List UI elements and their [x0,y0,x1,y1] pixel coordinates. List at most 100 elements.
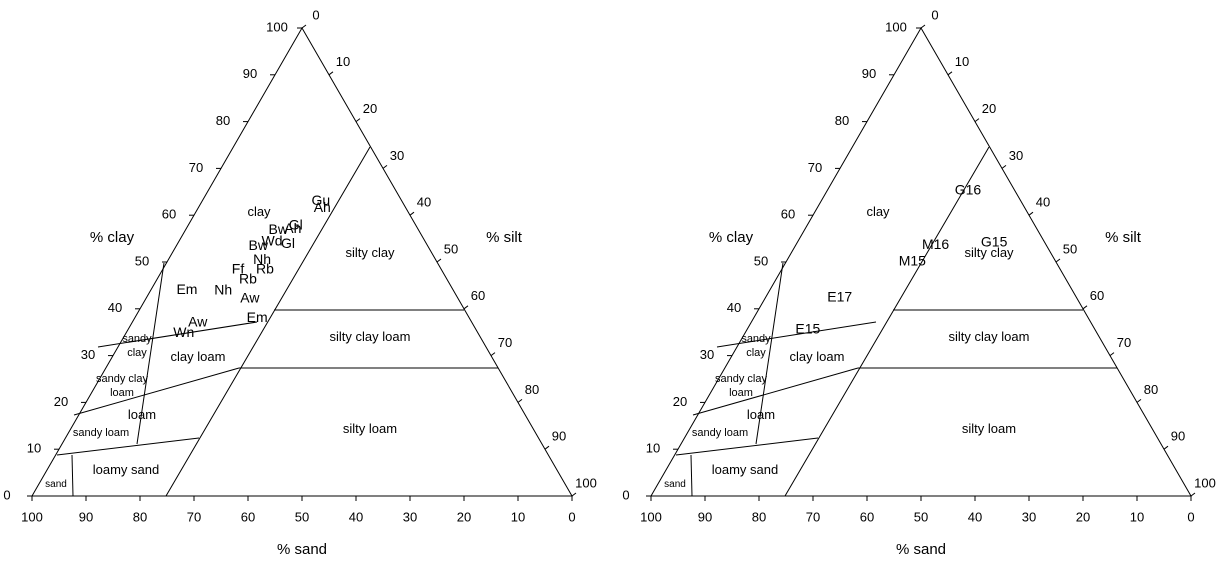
sample-point: Bw [269,221,289,237]
region-label: clay [247,204,271,219]
sample-point: Gl [289,217,303,233]
silt-tick-label: 50 [1063,241,1077,256]
region-boundary [784,146,990,497]
silt-axis-title: % silt [486,229,523,246]
silt-tick-label: 30 [390,148,404,163]
clay-tick-label: 60 [781,207,795,222]
triangle-frame [31,26,573,497]
sand-tick-label: 70 [806,509,820,524]
sand-tick-label: 0 [1187,509,1194,524]
region-label: loam [747,407,775,422]
silt-tick-label: 0 [931,7,938,22]
clay-tick-label: 30 [81,347,95,362]
clay-tick-label: 20 [673,394,687,409]
silt-tick-label: 70 [498,335,512,350]
region-label-line: sandy [741,333,771,345]
region-label: silty loam [962,421,1016,436]
sand-tick-label: 30 [1022,509,1036,524]
clay-tick-label: 10 [646,441,660,456]
region-label: sandy clay loam [715,373,767,399]
sample-point: Rb [239,270,257,286]
sand-tick-label: 90 [698,509,712,524]
region-boundary [675,437,819,456]
sample-point: Ff [232,261,245,277]
ternary-chart: 0102030405060708090100010203040506070809… [3,7,596,558]
sample-point: G16 [955,182,982,198]
sample-point: Ah [314,199,331,215]
region-label-line: sandy loam [692,427,748,439]
silt-tick-label: 90 [552,429,566,444]
region-label: sandy clay [122,333,152,359]
clay-tick-label: 50 [135,253,149,268]
region-boundary [692,367,859,416]
region-label: sandy loam [73,427,129,439]
region-boundary [690,454,693,497]
silt-tick [947,71,953,76]
sand-tick-label: 0 [568,509,575,524]
region-label-line: loam [747,407,775,422]
sample-point: E17 [827,289,852,305]
sand-axis-title: % sand [277,541,327,558]
region-label-line: silty loam [343,421,397,436]
region-label-line: clay loam [790,349,845,364]
clay-tick-label: 80 [216,113,230,128]
region-label-line: sand [45,479,67,490]
region-label: silty clay loam [330,329,411,344]
clay-tick-label: 80 [835,113,849,128]
region-boundary [97,321,258,348]
region-label: silty clay [345,245,395,260]
region-label-line: clay [746,347,766,359]
silt-tick [409,211,415,216]
clay-tick-label: 70 [189,160,203,175]
silt-tick [1163,445,1169,450]
sample-point: Bw [249,237,269,253]
region-boundary [165,146,371,497]
silt-tick-label: 20 [982,101,996,116]
sand-tick-label: 20 [457,509,471,524]
region-boundary [716,321,877,348]
region-boundary [755,262,784,445]
sample-point: Nh [214,282,232,298]
clay-tick-label: 70 [808,160,822,175]
silt-tick [974,118,980,122]
silt-tick [1190,492,1196,497]
sand-tick-label: 90 [79,509,93,524]
sand-tick-label: 40 [968,509,982,524]
region-label-line: clay [247,204,271,219]
silt-tick [355,118,361,122]
region-boundary [73,367,240,416]
clay-tick-label: 90 [243,66,257,81]
clay-tick-label: 0 [622,487,629,502]
silt-tick [463,305,469,310]
sample-point: Em [247,309,268,325]
sand-tick-label: 30 [403,509,417,524]
silt-tick-label: 70 [1117,335,1131,350]
silt-tick-label: 10 [336,54,350,69]
region-label: sandy clay [741,333,771,359]
sand-tick-label: 100 [21,509,43,524]
sand-tick-label: 70 [187,509,201,524]
region-label: loam [128,407,156,422]
sand-tick-label: 80 [133,509,147,524]
sand-tick-label: 10 [1130,509,1144,524]
sand-tick-label: 40 [349,509,363,524]
silt-tick [1136,398,1142,403]
silt-tick [382,164,388,169]
sample-point: Wn [173,324,194,340]
silt-tick [436,258,442,263]
clay-tick-label: 90 [862,66,876,81]
sample-point: Gl [281,235,295,251]
silt-tick-label: 80 [1144,382,1158,397]
silt-axis-title: % silt [1105,229,1142,246]
silt-tick [571,492,577,497]
region-label-line: sandy clay [715,373,767,385]
silt-tick [544,445,550,450]
clay-tick-label: 40 [108,300,122,315]
silt-tick-label: 40 [1036,195,1050,210]
region-label-line: clay [127,347,147,359]
silt-tick-label: 80 [525,382,539,397]
region-label-line: loamy sand [712,462,778,477]
silt-tick [1028,211,1034,216]
region-label: silty clay loam [949,329,1030,344]
